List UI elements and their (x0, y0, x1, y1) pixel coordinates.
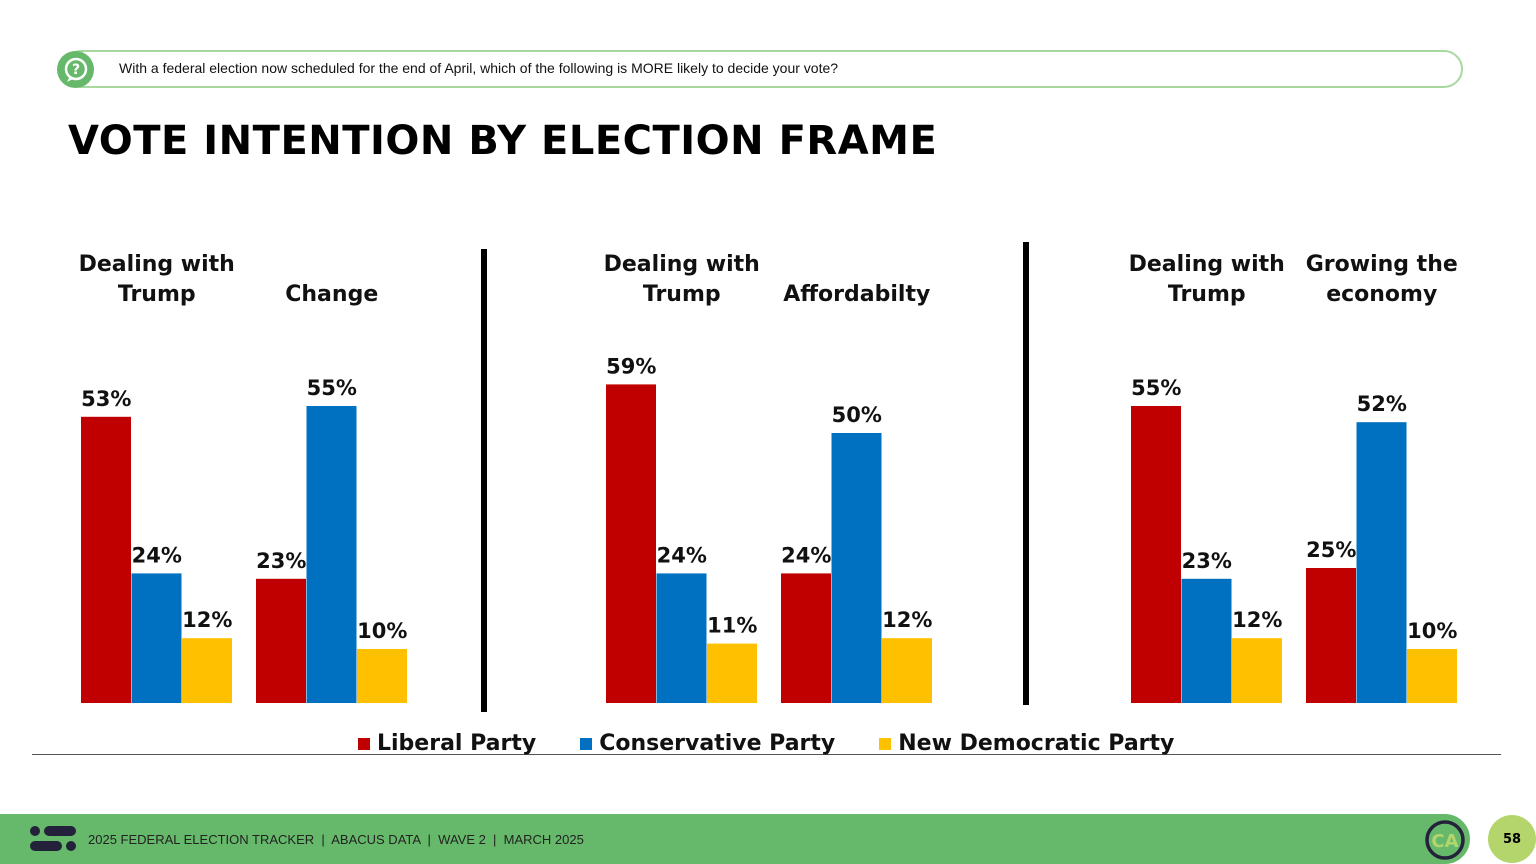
panel-divider (1023, 242, 1029, 705)
category-label: Dealing with Trump (79, 252, 235, 307)
bar-liberal-party (81, 416, 131, 703)
data-label: 50% (832, 403, 882, 427)
question-text: With a federal election now scheduled fo… (119, 60, 839, 76)
legend-label: New Democratic Party (898, 731, 1175, 756)
bar-liberal-party (1306, 568, 1356, 703)
question-icon: ? (57, 51, 94, 88)
category-label: Dealing with Trump (604, 252, 760, 307)
data-label: 12% (1232, 608, 1282, 632)
logo-ca: CA (1425, 820, 1465, 860)
bar-conservative-party (306, 406, 357, 703)
legend-item-liberal: Liberal Party (358, 731, 536, 756)
category-label: Affordabilty (783, 282, 930, 307)
bar-new-democratic-party (882, 638, 932, 703)
data-label: 53% (81, 387, 131, 411)
data-label: 25% (1306, 538, 1356, 562)
data-label: 55% (307, 376, 357, 400)
data-label: 12% (182, 608, 232, 632)
bar-new-democratic-party (707, 643, 757, 703)
data-label: 10% (357, 619, 407, 643)
bar-conservative-party (656, 573, 707, 703)
bar-liberal-party (781, 573, 831, 703)
bar-conservative-party (1356, 422, 1407, 703)
bar-conservative-party (831, 433, 882, 703)
abacus-logo-icon (30, 826, 76, 851)
data-label: 55% (1131, 376, 1181, 400)
legend-item-conservative: Conservative Party (580, 731, 835, 756)
footer-text: 2025 FEDERAL ELECTION TRACKER | ABACUS D… (88, 832, 584, 847)
bar-conservative-party (131, 573, 182, 703)
bar-liberal-party (606, 384, 656, 703)
legend-swatch (580, 737, 593, 750)
svg-text:CA: CA (1431, 831, 1458, 852)
bar-conservative-party (1181, 578, 1232, 703)
bar-new-democratic-party (182, 638, 232, 703)
data-label: 24% (781, 543, 831, 567)
bar-liberal-party (256, 578, 306, 703)
data-label: 59% (606, 354, 656, 378)
bar-new-democratic-party (1232, 638, 1282, 703)
data-label: 12% (882, 608, 932, 632)
bar-new-democratic-party (1407, 649, 1457, 703)
data-label: 23% (256, 549, 306, 573)
data-label: 10% (1407, 619, 1457, 643)
footer-bar (0, 814, 1470, 864)
panel-divider (481, 249, 487, 712)
legend-swatch (358, 737, 370, 750)
page-title: VOTE INTENTION BY ELECTION FRAME (68, 118, 938, 164)
legend-swatch (879, 737, 892, 750)
category-label: Growing the economy (1306, 252, 1458, 307)
bar-new-democratic-party (357, 649, 407, 703)
category-label: Dealing with Trump (1129, 252, 1285, 307)
divider-line (32, 754, 1501, 755)
data-label: 24% (657, 543, 707, 567)
legend: Liberal Party Conservative Party New Dem… (358, 731, 1218, 756)
data-label: 24% (132, 543, 182, 567)
legend-label: Conservative Party (599, 731, 836, 756)
data-label: 11% (707, 614, 757, 638)
bar-liberal-party (1131, 406, 1181, 703)
page-number: 58 (1488, 815, 1536, 863)
legend-label: Liberal Party (377, 731, 537, 756)
data-label: 23% (1182, 549, 1232, 573)
category-label: Change (285, 282, 378, 307)
legend-item-ndp: New Democratic Party (879, 731, 1174, 756)
data-label: 52% (1357, 392, 1407, 416)
svg-text:?: ? (71, 62, 79, 78)
